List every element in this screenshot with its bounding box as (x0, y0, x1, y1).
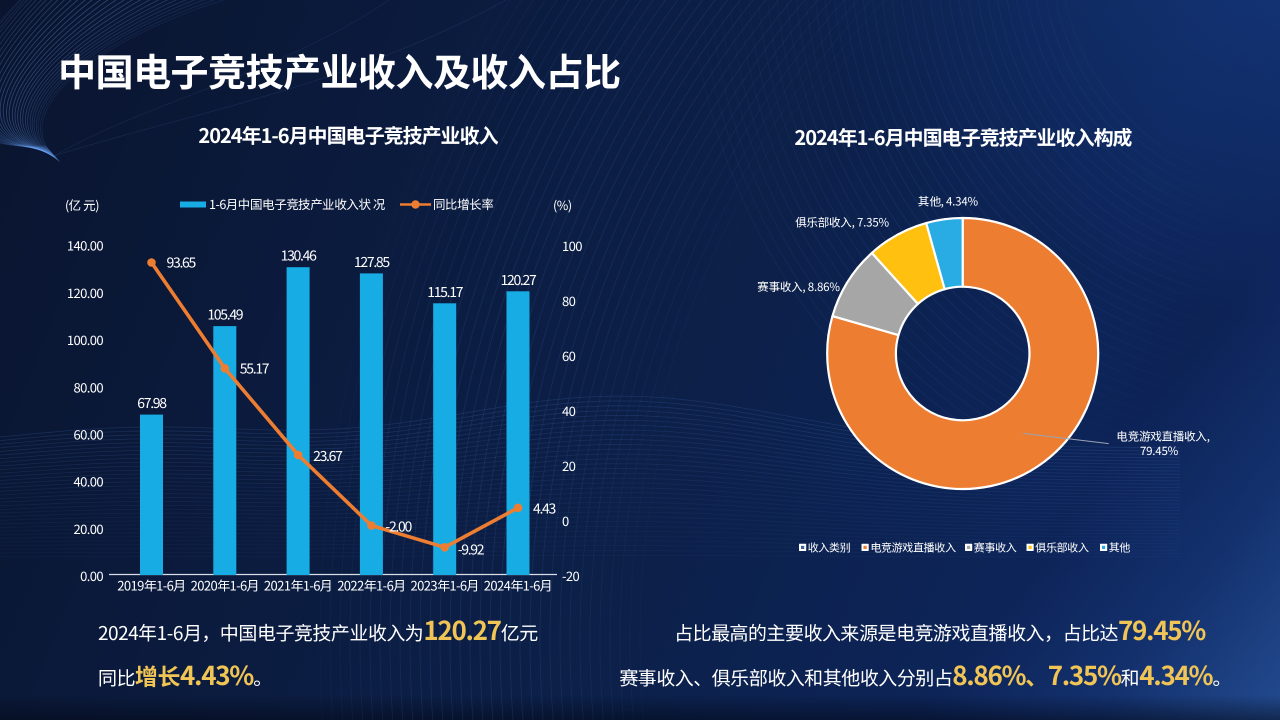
svg-text:23.67: 23.67 (313, 446, 343, 466)
svg-text:80: 80 (562, 291, 576, 310)
svg-text:同比增长率: 同比增长率 (433, 194, 493, 213)
svg-text:4.43: 4.43 (533, 498, 556, 518)
svg-text:60: 60 (562, 346, 576, 365)
svg-text:20.00: 20.00 (74, 519, 104, 538)
svg-text:赛事收入: 赛事收入 (974, 540, 1017, 556)
svg-text:2022年1-6月: 2022年1-6月 (337, 576, 405, 595)
svg-text:2019年1-6月: 2019年1-6月 (117, 576, 185, 595)
svg-text:1-6月中国电子竞技产业收入状 况: 1-6月中国电子竞技产业收入状 况 (209, 194, 386, 213)
svg-text:100.00: 100.00 (67, 330, 103, 349)
svg-text:0: 0 (562, 511, 569, 530)
svg-text:130.46: 130.46 (281, 246, 317, 266)
svg-text:79.45%: 79.45% (1140, 443, 1179, 459)
svg-text:同比增长4.43%。: 同比增长4.43%。 (98, 656, 272, 693)
svg-text:40: 40 (562, 401, 576, 420)
svg-text:俱乐部收入: 俱乐部收入 (1035, 540, 1089, 556)
svg-text:电竞游戏直播收入: 电竞游戏直播收入 (870, 540, 956, 556)
svg-text:20: 20 (562, 456, 576, 475)
svg-text:60.00: 60.00 (74, 425, 104, 444)
svg-text:2020年1-6月: 2020年1-6月 (191, 576, 259, 595)
svg-text:2023年1-6月: 2023年1-6月 (410, 576, 478, 595)
svg-text:收入类别: 收入类别 (808, 540, 851, 556)
svg-text:俱乐部收入, 7.35%: 俱乐部收入, 7.35% (795, 215, 889, 231)
svg-text:93.65: 93.65 (167, 253, 197, 273)
svg-text:120.00: 120.00 (67, 283, 103, 302)
svg-text:其他: 其他 (1109, 540, 1131, 556)
svg-text:2021年1-6月: 2021年1-6月 (264, 576, 332, 595)
svg-text:占比最高的主要收入来源是电竞游戏直播收入，占比达79.45%: 占比最高的主要收入来源是电竞游戏直播收入，占比达79.45% (674, 611, 1206, 648)
svg-text:电竞游戏直播收入,: 电竞游戏直播收入, (1116, 429, 1209, 445)
svg-text:(亿 元): (亿 元) (65, 195, 99, 214)
svg-text:其他, 4.34%: 其他, 4.34% (918, 194, 979, 210)
svg-text:-20: -20 (562, 566, 580, 585)
svg-text:127.85: 127.85 (354, 252, 390, 272)
svg-text:100: 100 (562, 236, 582, 255)
svg-text:2024年1-6月: 2024年1-6月 (484, 576, 552, 595)
svg-text:40.00: 40.00 (74, 472, 104, 491)
svg-text:67.98: 67.98 (137, 393, 167, 413)
svg-text:(%): (%) (553, 195, 572, 214)
svg-text:-9.92: -9.92 (458, 539, 485, 559)
svg-text:赛事收入、俱乐部收入和其他收入分别占8.86%、7.35%和: 赛事收入、俱乐部收入和其他收入分别占8.86%、7.35%和4.34%。 (619, 656, 1231, 693)
svg-text:115.17: 115.17 (427, 282, 463, 302)
svg-text:赛事收入, 8.86%: 赛事收入, 8.86% (757, 279, 840, 295)
svg-text:105.49: 105.49 (207, 305, 243, 325)
svg-text:140.00: 140.00 (67, 236, 103, 255)
svg-text:55.17: 55.17 (240, 358, 270, 378)
svg-text:0.00: 0.00 (80, 566, 103, 585)
svg-text:80.00: 80.00 (74, 377, 104, 396)
svg-text:2024年1-6月，中国电子竞技产业收入为120.27亿元: 2024年1-6月，中国电子竞技产业收入为120.27亿元 (98, 611, 538, 648)
svg-text:120.27: 120.27 (501, 270, 537, 290)
svg-text:-2.00: -2.00 (385, 517, 412, 537)
